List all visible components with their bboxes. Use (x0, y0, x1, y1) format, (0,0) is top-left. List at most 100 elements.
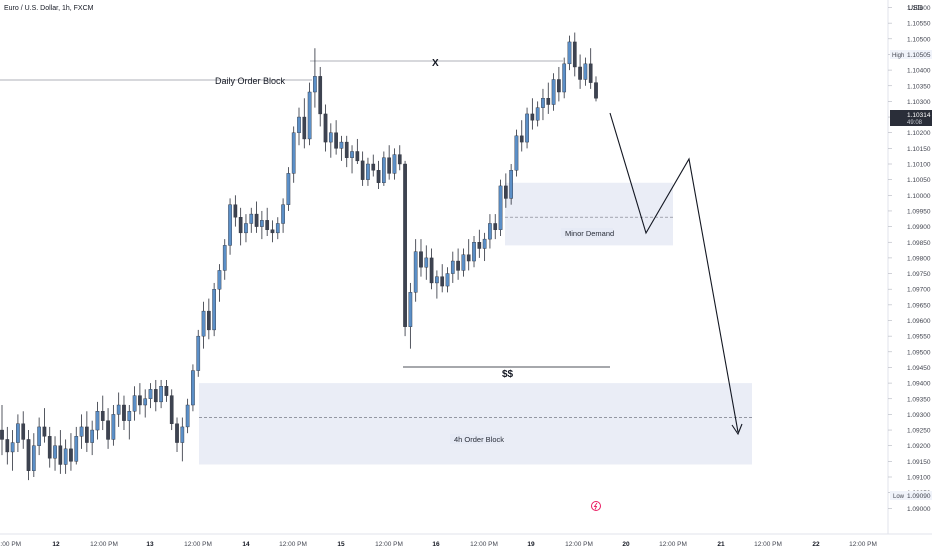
candle-body (541, 98, 545, 108)
time-axis[interactable]: 2:00 PM 12 12:00 PM 13 12:00 PM 14 12:00 PM 15 1… (0, 541, 877, 548)
levels-layer (0, 60, 610, 368)
candle-body (397, 154, 402, 165)
candle-body (26, 439, 31, 471)
candle-body (445, 273, 450, 287)
candle-body (435, 276, 439, 284)
candle-body (530, 113, 535, 121)
candle-body (21, 423, 26, 440)
candle-body (578, 66, 582, 80)
candle-body (79, 426, 84, 437)
candle-body (206, 310, 211, 331)
candle-body (127, 411, 132, 421)
events-lightning-icon[interactable] (591, 501, 601, 511)
price-tick-label: 1.10350 (907, 83, 931, 90)
candle-body (42, 426, 47, 437)
time-tick-label: 12 (52, 541, 60, 548)
candle-body (95, 411, 100, 431)
candle-body (233, 204, 238, 218)
candle-body (106, 420, 110, 440)
price-tick-label: 1.10550 (907, 21, 931, 28)
price-tick-label: 1.09900 (907, 224, 931, 231)
candle-body (392, 154, 397, 174)
price-tick-label: 1.09150 (907, 459, 931, 466)
price-tick-label: 1.09850 (907, 240, 931, 247)
candle-body (567, 41, 572, 65)
candle-body (302, 116, 307, 140)
candle-body (260, 220, 264, 227)
time-tick-label: 15 (337, 541, 345, 548)
candle-body (355, 151, 360, 162)
candles-layer (0, 32, 598, 481)
candle-body (482, 238, 487, 249)
time-tick-label: 12:00 PM (659, 541, 687, 548)
current-price-value: 1.10314 (907, 112, 931, 119)
candle-body (440, 276, 445, 287)
time-tick-label: 12:00 PM (565, 541, 593, 548)
price-tick-label: 1.10100 (907, 162, 931, 169)
candle-body (562, 63, 567, 93)
candle-body (557, 79, 561, 93)
liquidity-label: $$ (502, 369, 514, 380)
candle-body (551, 79, 556, 105)
time-tick-label: 12:00 PM (470, 541, 498, 548)
candle-body (148, 389, 153, 399)
candle-body (180, 426, 185, 443)
time-tick-label: 12:00 PM (754, 541, 782, 548)
candle-body (132, 395, 137, 412)
candle-body (498, 185, 503, 230)
candle-body (456, 260, 460, 271)
candle-body (328, 132, 333, 143)
low-value: 1.09090 (907, 493, 931, 500)
candle-body (514, 135, 519, 171)
candle-body (58, 445, 63, 465)
candle-body (63, 448, 68, 465)
high-value: 1.10505 (907, 52, 931, 59)
candle-body (307, 91, 312, 140)
price-tick-label: 1.09550 (907, 334, 931, 341)
price-tick-label: 1.10050 (907, 177, 931, 184)
candle-body (47, 436, 52, 459)
time-tick-label: 22 (812, 541, 820, 548)
candle-body (334, 132, 338, 149)
time-tick-label: 19 (527, 541, 535, 548)
candle-body (594, 82, 598, 99)
candle-body (37, 426, 41, 446)
candle-body (238, 217, 243, 234)
candle-body (493, 223, 498, 230)
candle-body (360, 160, 365, 180)
candle-body (509, 170, 513, 199)
candle-body (31, 445, 36, 471)
candle-body (371, 163, 376, 171)
price-tick-label: 1.09450 (907, 365, 931, 372)
candle-body (366, 163, 370, 180)
high-label-bg (890, 50, 932, 59)
price-tick-label: 1.09000 (907, 506, 931, 513)
time-tick-label: 12:00 PM (279, 541, 307, 548)
candle-body (313, 76, 317, 93)
candle-body (90, 429, 95, 443)
candle-body (228, 204, 232, 246)
candle-body (185, 404, 190, 428)
projection-arrowhead (731, 423, 743, 436)
candle-body (159, 386, 163, 403)
candle-body (143, 398, 148, 406)
time-tick-label: 16 (432, 541, 440, 548)
zone-order-block-4h (199, 383, 752, 465)
candle-body (69, 448, 73, 462)
candle-body (339, 141, 344, 149)
candle-body (169, 395, 174, 424)
candle-body (286, 173, 291, 205)
candle-body (164, 386, 169, 396)
price-tick-label: 1.09400 (907, 381, 931, 388)
candle-body (191, 370, 195, 406)
candle-body (111, 414, 116, 440)
candle-body (244, 223, 248, 234)
candle-body (122, 404, 126, 421)
candle-body (525, 113, 529, 143)
candle-body (116, 404, 121, 415)
time-tick-label: 12:00 PM (184, 541, 212, 548)
time-tick-label: 21 (717, 541, 725, 548)
low-label-bg (890, 491, 932, 500)
